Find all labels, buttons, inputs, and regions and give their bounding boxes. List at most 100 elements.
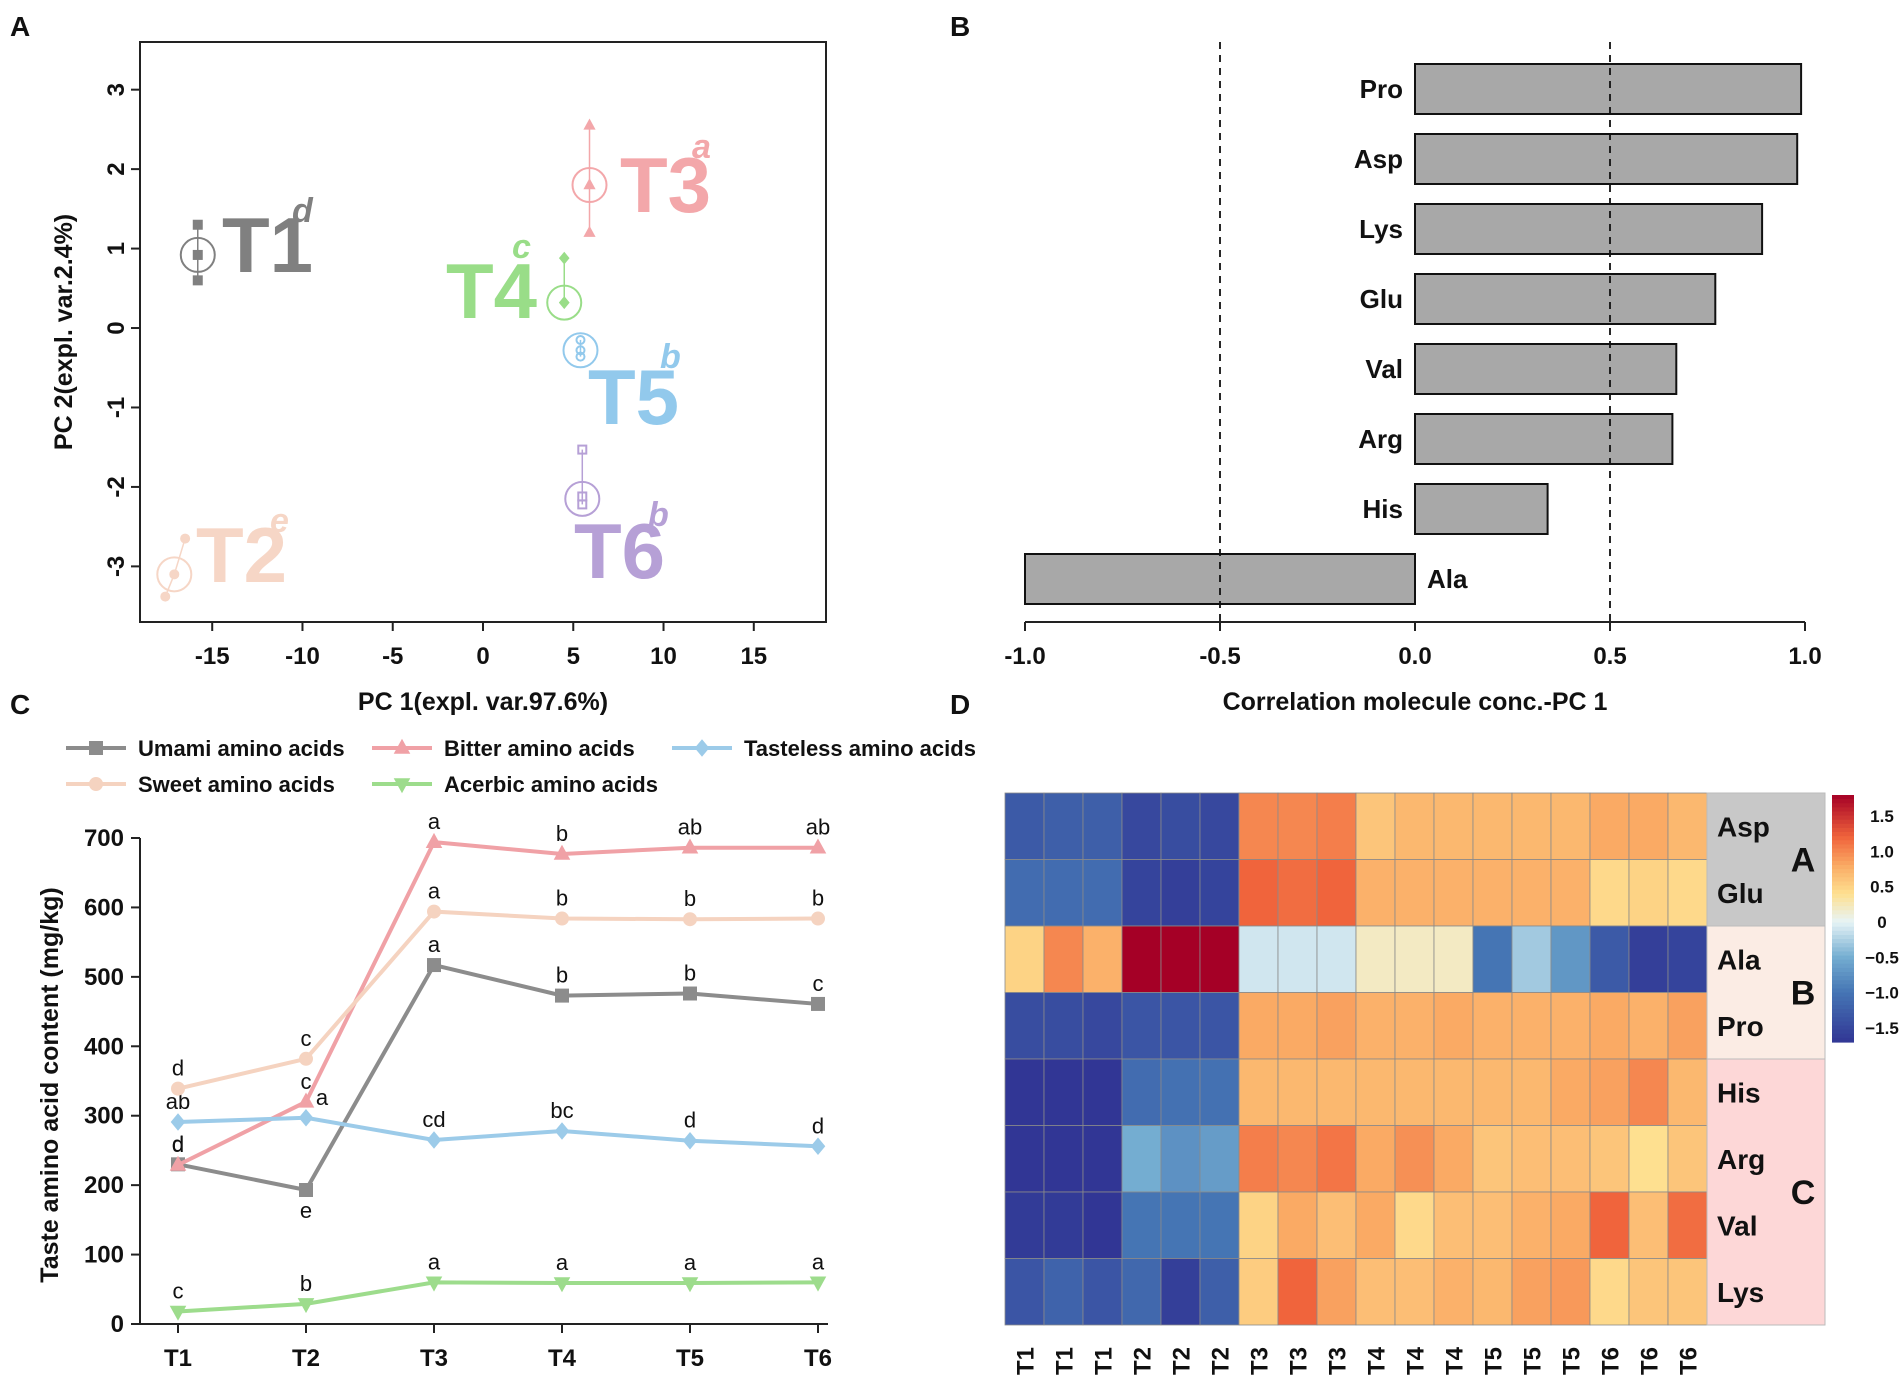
- heatmap-cell: [1589, 925, 1630, 993]
- panel-a-x-tick-label: 10: [650, 643, 677, 670]
- series-point: [425, 1276, 443, 1292]
- heatmap-cell: [1667, 925, 1708, 993]
- series-point: [553, 1277, 571, 1293]
- colorbar-segment: [1832, 918, 1854, 924]
- heatmap-row-label: Val: [1717, 1210, 1757, 1241]
- correlation-bar-label: Glu: [1360, 284, 1403, 314]
- pca-point-t1: [192, 275, 203, 286]
- heatmap-row-label: Ala: [1717, 944, 1761, 975]
- heatmap-cell: [1277, 1191, 1318, 1259]
- pca-point-t3: [583, 225, 596, 237]
- pca-ellipse-t2: [156, 556, 193, 593]
- heatmap-cell: [1277, 925, 1318, 993]
- pca-group-label-t2: T2: [196, 511, 287, 599]
- panel-d-heatmap: A B C Asp Glu Ala Pro His Arg Val Lys T1 T1 T1 T2 T2 T2…: [1004, 792, 1899, 1375]
- colorbar-segment: [1832, 881, 1854, 887]
- heatmap-cell: [1004, 792, 1045, 860]
- heatmap-column-label: T5: [1559, 1347, 1586, 1375]
- heatmap-cell: [1004, 1058, 1045, 1126]
- heatmap-cell: [1628, 1258, 1669, 1326]
- heatmap-cell: [1238, 1258, 1279, 1326]
- colorbar-segment: [1832, 1029, 1854, 1035]
- heatmap-cell: [1433, 1191, 1474, 1259]
- pca-point-t5: [575, 334, 586, 345]
- colorbar-segment: [1832, 844, 1854, 850]
- series-line: [177, 1280, 819, 1314]
- colorbar-segment: [1832, 827, 1854, 833]
- significance-letter: a: [556, 1250, 569, 1275]
- heatmap-row-group-label: B: [1791, 975, 1816, 1013]
- colorbar-segment: [1832, 848, 1854, 854]
- heatmap-cell: [1082, 1058, 1123, 1126]
- heatmap-cell: [1082, 1258, 1123, 1326]
- heatmap-row-group: [1706, 925, 1826, 1060]
- heatmap-cell: [1043, 1125, 1084, 1193]
- colorbar-segment: [1832, 1033, 1854, 1039]
- heatmap-cell: [1082, 925, 1123, 993]
- significance-letter: d: [172, 1131, 184, 1156]
- series-point: [555, 911, 569, 926]
- colorbar-segment: [1832, 864, 1854, 870]
- heatmap-row-group-label: A: [1791, 842, 1816, 880]
- heatmap-cell: [1589, 992, 1630, 1060]
- colorbar-segment: [1832, 856, 1854, 862]
- heatmap-column-label: T3: [1247, 1347, 1274, 1375]
- heatmap-cell: [1316, 1125, 1357, 1193]
- heatmap-cell: [1628, 1191, 1669, 1259]
- colorbar-segment: [1832, 1025, 1854, 1031]
- heatmap-cell: [1550, 1258, 1591, 1326]
- panel-a-y-tick-label: 1: [103, 242, 130, 255]
- heatmap-column-label: T1: [1013, 1347, 1040, 1375]
- heatmap-cell: [1199, 792, 1240, 860]
- significance-letter: c: [301, 1069, 312, 1094]
- series-point: [299, 1183, 313, 1198]
- heatmap-cell: [1199, 1125, 1240, 1193]
- significance-letter: bc: [550, 1098, 573, 1123]
- panel-a-y-tick-label: 2: [103, 162, 130, 175]
- panel-a-y-tick-label: -3: [103, 556, 130, 577]
- pca-group-label-t5: T5: [588, 353, 679, 441]
- heatmap-cell: [1433, 859, 1474, 927]
- series-point: [809, 838, 827, 854]
- panel-label-b: B: [950, 11, 970, 42]
- heatmap-cell: [1511, 1258, 1552, 1326]
- correlation-bar-label: His: [1363, 494, 1403, 524]
- pca-group-significance-t6: b: [648, 496, 669, 534]
- heatmap-cell: [1550, 1125, 1591, 1193]
- colorbar-segment: [1832, 795, 1854, 800]
- colorbar-segment: [1832, 980, 1854, 985]
- heatmap-cell: [1121, 1125, 1162, 1193]
- panel-a-y-tick-label: -1: [103, 397, 130, 418]
- panel-c-x-tick-label: T3: [420, 1345, 448, 1372]
- colorbar-segment: [1832, 902, 1854, 907]
- heatmap-cell: [1628, 792, 1669, 860]
- heatmap-cell: [1277, 1125, 1318, 1193]
- colorbar-segment: [1832, 934, 1854, 940]
- series-point: [427, 904, 441, 919]
- heatmap-column-label: T4: [1442, 1346, 1469, 1375]
- heatmap-cell: [1355, 925, 1396, 993]
- heatmap-cell: [1628, 1058, 1669, 1126]
- heatmap-cell: [1316, 792, 1357, 860]
- panel-c-y-tick-label: 600: [84, 894, 124, 921]
- heatmap-column-label: T2: [1208, 1347, 1235, 1375]
- pca-ellipse-t5: [562, 332, 599, 369]
- heatmap-cell: [1082, 1191, 1123, 1259]
- panel-a-x-tick-label: 0: [476, 643, 489, 670]
- significance-letter: d: [172, 1132, 184, 1157]
- heatmap-cell: [1004, 1258, 1045, 1326]
- heatmap-cell: [1004, 859, 1045, 927]
- heatmap-row-label: Pro: [1717, 1011, 1764, 1042]
- significance-letter: a: [684, 1250, 697, 1275]
- heatmap-cell: [1160, 1058, 1201, 1126]
- heatmap-cell: [1355, 859, 1396, 927]
- colorbar-segment: [1832, 926, 1854, 932]
- heatmap-cell: [1589, 859, 1630, 927]
- significance-letter: d: [812, 1113, 824, 1138]
- heatmap-cell: [1472, 925, 1513, 993]
- heatmap-cell: [1004, 1191, 1045, 1259]
- heatmap-cell: [1667, 1191, 1708, 1259]
- heatmap-column-label: T1: [1052, 1347, 1079, 1375]
- heatmap-cell: [1667, 859, 1708, 927]
- colorbar-segment: [1832, 832, 1854, 837]
